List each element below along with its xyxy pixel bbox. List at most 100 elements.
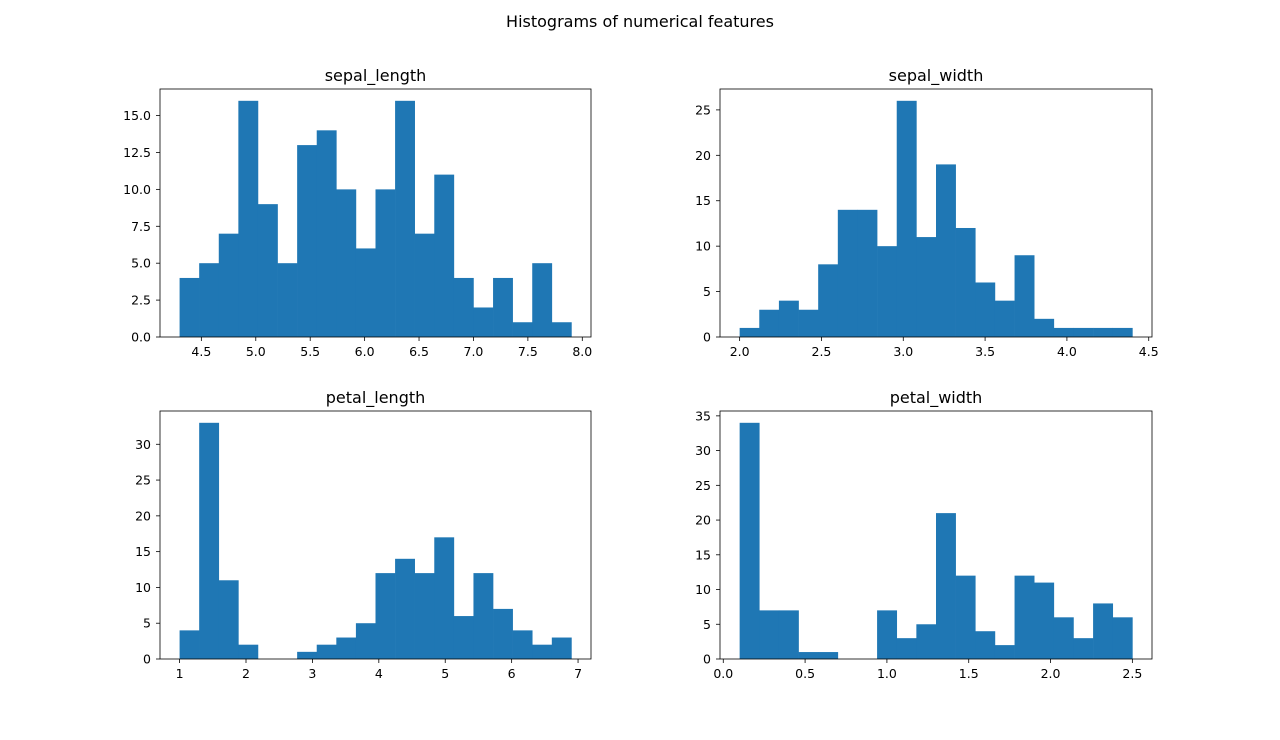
histogram-bar xyxy=(512,322,533,337)
x-tick-label: 4.5 xyxy=(191,344,211,359)
x-tick-label: 4 xyxy=(375,666,383,681)
y-tick-label: 25 xyxy=(695,478,711,493)
histogram-bar xyxy=(297,145,318,337)
x-tick-label: 1.0 xyxy=(877,666,897,681)
subplot-sepal_length: sepal_length 4.5 5.0 5.5 6.0 6.5 7.0 7.5 8.0 0.0 2… xyxy=(123,66,592,359)
y-tick-label: 20 xyxy=(135,508,151,523)
x-tick-label: 7 xyxy=(574,666,582,681)
histogram-bar xyxy=(916,237,937,337)
x-tick-label: 7.5 xyxy=(518,344,538,359)
x-tick-label: 8.0 xyxy=(572,344,592,359)
x-tick-label: 2.5 xyxy=(1122,666,1142,681)
x-tick-label: 1.5 xyxy=(959,666,979,681)
histogram-bar xyxy=(857,209,878,337)
y-tick-label: 5 xyxy=(703,284,711,299)
histogram-bar xyxy=(1093,603,1114,659)
x-tick-label: 5.0 xyxy=(246,344,266,359)
histogram-bar xyxy=(355,248,376,337)
histogram-bar xyxy=(375,573,396,659)
histogram-bar xyxy=(994,645,1015,659)
histogram-bar xyxy=(238,644,259,659)
y-tick-label: 10 xyxy=(695,239,711,254)
histogram-bar xyxy=(955,575,976,659)
histogram-bar xyxy=(532,263,553,337)
x-tick-label: 3 xyxy=(308,666,316,681)
y-tick-label: 35 xyxy=(695,408,711,423)
histogram-bar xyxy=(218,580,239,659)
subplot-title: sepal_width xyxy=(889,66,984,86)
histogram-bar xyxy=(336,637,357,659)
y-tick-label: 15 xyxy=(695,547,711,562)
y-tick-label: 20 xyxy=(695,148,711,163)
y-tick-label: 0 xyxy=(703,652,711,667)
histogram-bar xyxy=(916,624,937,659)
histogram-bar xyxy=(179,277,200,337)
histogram-bar xyxy=(1034,318,1055,337)
histogram-bar xyxy=(473,573,494,659)
plot-frame xyxy=(159,88,592,338)
y-tick-label: 12.5 xyxy=(123,145,151,160)
histogram-bar xyxy=(257,204,278,337)
histogram-bar xyxy=(818,264,839,337)
histogram-bar xyxy=(896,100,917,337)
y-tick-label: 10 xyxy=(135,580,151,595)
histogram-bar xyxy=(179,630,200,659)
histogram-bar xyxy=(1014,255,1035,337)
x-tick-label: 2.0 xyxy=(730,344,750,359)
subplot-sepal_width: sepal_width 2.0 2.5 3.0 3.5 4.0 4.5 0 5 10 15 20 25 xyxy=(695,66,1159,359)
histogram-bar xyxy=(975,631,996,659)
histogram-bar xyxy=(877,246,898,337)
y-tick-label: 5 xyxy=(703,617,711,632)
y-tick-label: 25 xyxy=(135,473,151,488)
x-tick-label: 2 xyxy=(242,666,250,681)
subplot-title: petal_width xyxy=(890,388,983,408)
histogram-bar xyxy=(395,100,415,337)
histogram-bar xyxy=(199,422,220,659)
histogram-bar xyxy=(1034,582,1055,659)
x-tick-label: 5.5 xyxy=(300,344,320,359)
histogram-bar xyxy=(739,327,760,337)
histogram-bar xyxy=(512,630,533,659)
y-tick-label: 20 xyxy=(695,513,711,528)
subplot-title: petal_length xyxy=(326,388,426,408)
y-tick-label: 5 xyxy=(143,616,151,631)
histogram-bar xyxy=(434,174,455,337)
histogram-bar xyxy=(1112,617,1133,659)
histogram-bar xyxy=(936,513,956,659)
x-tick-label: 0.5 xyxy=(795,666,815,681)
subplot-title: sepal_length xyxy=(325,66,427,86)
x-tick-label: 2.0 xyxy=(1041,666,1061,681)
histogram-bar xyxy=(1053,617,1074,659)
histogram-bar xyxy=(277,263,298,337)
subplot-petal_length: petal_length 1 2 3 4 5 6 7 0 5 10 15 20 25 30 xyxy=(135,388,592,681)
x-tick-label: 1 xyxy=(176,666,184,681)
histogram-bar xyxy=(316,644,337,659)
histogram-bar xyxy=(798,652,819,659)
x-tick-label: 3.5 xyxy=(975,344,995,359)
histogram-bar xyxy=(473,307,494,337)
histogram-bar xyxy=(532,644,553,659)
y-tick-label: 15 xyxy=(135,544,151,559)
plot-frame xyxy=(719,88,1153,338)
x-tick-label: 7.0 xyxy=(464,344,484,359)
histogram-bar xyxy=(493,608,513,659)
histogram-bar xyxy=(936,164,956,337)
histogram-bar xyxy=(896,638,917,659)
y-tick-label: 10.0 xyxy=(123,182,151,197)
plot-frame xyxy=(719,410,1153,660)
histogram-bar xyxy=(1073,327,1094,337)
y-tick-label: 30 xyxy=(135,437,151,452)
histogram-bar xyxy=(551,322,572,337)
histogram-bar xyxy=(837,209,858,337)
histogram-bar xyxy=(739,422,760,659)
y-tick-label: 25 xyxy=(695,102,711,117)
plot-frame xyxy=(159,410,592,660)
histogram-bar xyxy=(1112,327,1133,337)
histogram-bar xyxy=(453,277,474,337)
x-tick-label: 6 xyxy=(508,666,516,681)
histogram-bar xyxy=(336,189,357,337)
histogram-bar xyxy=(1014,575,1035,659)
histogram-bar xyxy=(975,282,996,337)
